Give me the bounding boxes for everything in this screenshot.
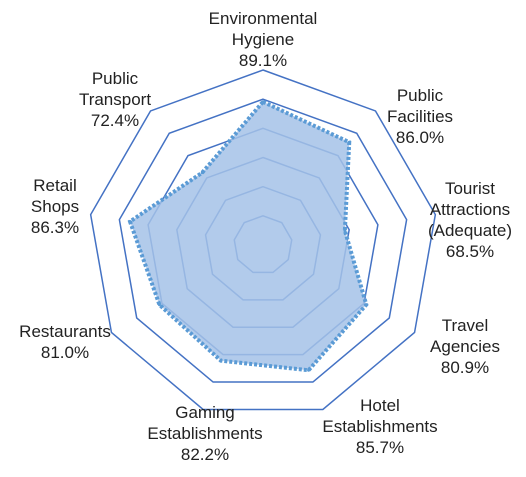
grid-ring bbox=[118, 98, 408, 383]
category-label: Restaurants bbox=[19, 322, 111, 341]
value-label: 86.0% bbox=[395, 128, 445, 147]
value-label: 72.4% bbox=[90, 111, 140, 130]
data-point bbox=[364, 303, 368, 307]
data-point bbox=[261, 100, 265, 104]
axis-label: Restaurants 81.0% bbox=[19, 321, 111, 363]
data-area bbox=[130, 101, 367, 371]
axis-label: Environmental Hygiene 89.1% bbox=[209, 8, 318, 71]
category-label: Public Transport bbox=[78, 69, 152, 109]
data-point bbox=[343, 229, 347, 233]
axis-label: Gaming Establishments 82.2% bbox=[147, 402, 262, 465]
data-point bbox=[157, 303, 161, 307]
value-label: 85.7% bbox=[355, 438, 405, 457]
value-label: 86.3% bbox=[30, 218, 80, 237]
category-label: Environmental Hygiene bbox=[208, 9, 318, 49]
axis-label: Hotel Establishments 85.7% bbox=[322, 395, 437, 458]
value-label: 89.1% bbox=[238, 51, 288, 70]
grid-ring bbox=[89, 69, 437, 411]
value-label: 81.0% bbox=[40, 343, 90, 362]
value-label: 80.9% bbox=[440, 358, 490, 377]
category-label: Public Facilities bbox=[386, 86, 454, 126]
data-point bbox=[128, 220, 132, 224]
category-label: Travel Agencies bbox=[430, 316, 500, 356]
axis-label: Public Transport 72.4% bbox=[79, 68, 151, 131]
data-point bbox=[219, 359, 223, 363]
data-line bbox=[127, 99, 369, 373]
axis-label: Tourist Attractions (Adequate) 68.5% bbox=[428, 178, 512, 262]
value-label: 82.2% bbox=[180, 445, 230, 464]
data-point bbox=[347, 140, 351, 144]
axis-label: Retail Shops 86.3% bbox=[31, 175, 79, 238]
axis-label: Public Facilities 86.0% bbox=[387, 85, 453, 148]
category-label: Hotel Establishments bbox=[322, 396, 438, 436]
category-label: Retail Shops bbox=[30, 176, 80, 216]
category-label: Gaming Establishments bbox=[147, 403, 263, 443]
data-point bbox=[307, 368, 311, 372]
value-label: 68.5% bbox=[445, 242, 495, 261]
axis-label: Travel Agencies 80.9% bbox=[430, 315, 500, 378]
data-point bbox=[200, 171, 204, 175]
category-label: Tourist Attractions (Adequate) bbox=[427, 179, 513, 240]
